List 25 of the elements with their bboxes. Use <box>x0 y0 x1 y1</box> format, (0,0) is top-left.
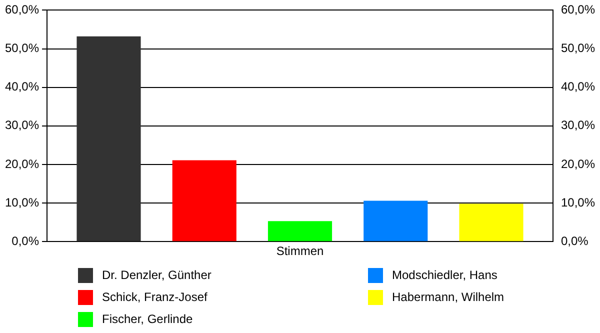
y-tick-label: 20,0% <box>4 156 40 171</box>
text: 60,0% <box>560 2 596 17</box>
text: 20,0% <box>560 156 596 171</box>
y-tick-label: 10,0% <box>4 195 40 210</box>
legend-label: Modschiedler, Hans <box>392 268 498 282</box>
legend-label: Dr. Denzler, Günther <box>102 268 212 282</box>
bar <box>364 200 428 242</box>
y-tick-label: 40,0% <box>4 80 40 94</box>
text: 50,0% <box>560 41 596 56</box>
legend-label: Schick, Franz-Josef <box>102 290 208 304</box>
y-tick-label: 50,0% <box>4 41 40 56</box>
y-tick-label: 30,0% <box>4 118 40 132</box>
text: 0,0% <box>560 234 588 248</box>
x-tick-label: Stimmen <box>276 244 324 258</box>
text: 40,0% <box>560 80 596 94</box>
bar <box>76 36 141 242</box>
bar <box>268 221 332 242</box>
y-tick-label: 60,0% <box>4 2 40 17</box>
bar <box>459 204 524 242</box>
legend-label: Fischer, Gerlinde <box>102 312 193 326</box>
legend-label: Habermann, Wilhelm <box>392 290 504 304</box>
y-tick-label: 0,0% <box>12 234 40 248</box>
text: 10,0% <box>560 195 596 210</box>
bar <box>172 160 236 242</box>
text: 30,0% <box>560 118 596 132</box>
